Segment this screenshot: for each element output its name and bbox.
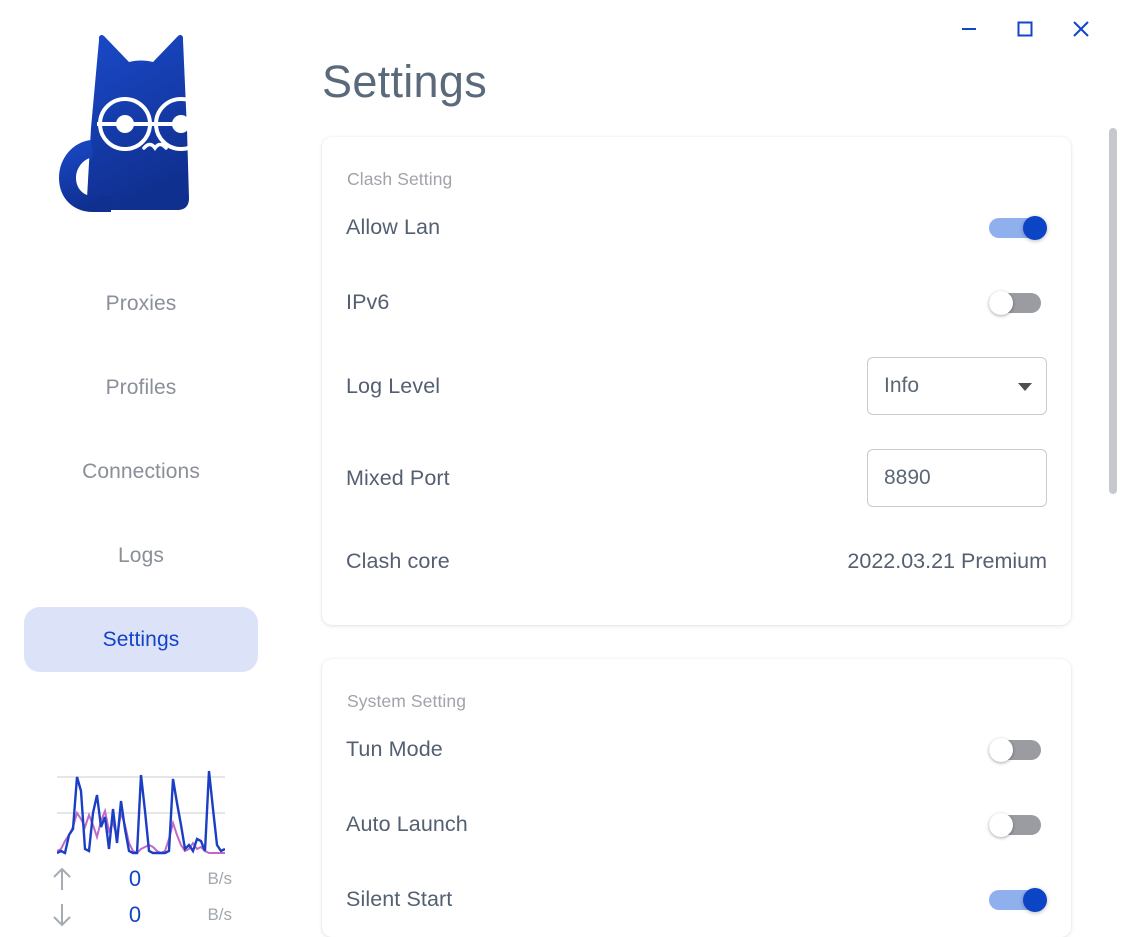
row-auto-launch: Auto Launch <box>346 787 1047 862</box>
silent-start-toggle[interactable] <box>989 887 1047 912</box>
mixed-port-input[interactable] <box>867 449 1047 507</box>
log-level-value: Info <box>884 374 920 397</box>
download-speed-value: 0 <box>128 902 142 927</box>
clash-core-version: 2022.03.21 Premium <box>847 549 1047 573</box>
sidebar-item-proxies[interactable]: Proxies <box>24 271 258 336</box>
maximize-icon <box>1017 21 1033 37</box>
toggle-knob <box>989 290 1013 315</box>
cat-logo-icon <box>59 34 208 212</box>
toggle-knob <box>989 737 1013 762</box>
arrow-up-icon <box>50 865 92 893</box>
maximize-button[interactable] <box>1010 14 1040 44</box>
log-level-select[interactable]: Info <box>867 357 1047 415</box>
tun-mode-toggle[interactable] <box>989 737 1047 762</box>
sidebar-nav: Proxies Profiles Connections Logs Settin… <box>24 271 258 672</box>
sidebar-item-connections[interactable]: Connections <box>24 439 258 504</box>
row-clash-core: Clash core 2022.03.21 Premium <box>346 524 1047 599</box>
upload-speed-unit: B/s <box>207 869 232 888</box>
toggle-knob <box>1023 887 1047 912</box>
minimize-button[interactable] <box>954 14 984 44</box>
toggle-knob <box>1023 215 1047 240</box>
ipv6-toggle[interactable] <box>989 290 1047 315</box>
sidebar-item-label: Connections <box>82 459 200 483</box>
row-ipv6: IPv6 <box>346 265 1047 340</box>
sidebar-item-label: Settings <box>102 627 180 651</box>
close-icon <box>1073 21 1089 37</box>
clash-setting-card: Clash Setting Allow Lan IPv6 Log Level <box>322 137 1071 625</box>
row-silent-start: Silent Start <box>346 862 1047 937</box>
traffic-upload-row: 0 B/s <box>50 865 232 893</box>
auto-launch-label: Auto Launch <box>346 812 468 836</box>
clash-section-title: Clash Setting <box>347 169 453 189</box>
silent-start-label: Silent Start <box>346 887 453 911</box>
sidebar-item-label: Logs <box>118 543 164 567</box>
mixed-port-label: Mixed Port <box>346 465 450 490</box>
page-title: Settings <box>322 56 487 107</box>
scrollbar-track[interactable] <box>1106 0 1120 937</box>
scrollbar-thumb[interactable] <box>1109 128 1117 494</box>
auto-launch-toggle[interactable] <box>989 812 1047 837</box>
sidebar-item-logs[interactable]: Logs <box>24 523 258 588</box>
tun-mode-label: Tun Mode <box>346 737 443 761</box>
window-controls <box>924 0 1124 58</box>
row-allow-lan: Allow Lan <box>346 190 1047 265</box>
system-section-title: System Setting <box>347 691 467 711</box>
sidebar-item-label: Proxies <box>105 291 177 315</box>
allow-lan-toggle[interactable] <box>989 215 1047 240</box>
traffic-download-row: 0 B/s <box>50 901 232 929</box>
row-tun-mode: Tun Mode <box>346 712 1047 787</box>
app-logo <box>41 18 241 233</box>
sidebar: Proxies Profiles Connections Logs Settin… <box>0 0 282 937</box>
log-level-label: Log Level <box>346 373 441 398</box>
toggle-knob <box>989 812 1013 837</box>
sidebar-item-label: Profiles <box>105 375 177 399</box>
allow-lan-label: Allow Lan <box>346 215 441 239</box>
close-button[interactable] <box>1066 14 1096 44</box>
traffic-panel: 0 B/s 0 B/s <box>0 765 282 929</box>
download-speed-unit: B/s <box>207 905 232 924</box>
sidebar-item-profiles[interactable]: Profiles <box>24 355 258 420</box>
minimize-icon <box>962 28 976 30</box>
ipv6-label: IPv6 <box>346 290 390 314</box>
arrow-down-icon <box>50 901 92 929</box>
chevron-down-icon <box>1018 383 1032 391</box>
system-setting-card: System Setting Tun Mode Auto Launch Sile… <box>322 659 1071 937</box>
sidebar-item-settings[interactable]: Settings <box>24 607 258 672</box>
clash-core-label: Clash core <box>346 549 450 573</box>
row-mixed-port: Mixed Port <box>346 432 1047 524</box>
main-content: Settings Clash Setting Allow Lan IPv6 Lo… <box>282 0 1124 937</box>
upload-speed-value: 0 <box>128 866 142 891</box>
traffic-sparkline-chart <box>57 770 225 855</box>
row-log-level: Log Level Info <box>346 340 1047 432</box>
